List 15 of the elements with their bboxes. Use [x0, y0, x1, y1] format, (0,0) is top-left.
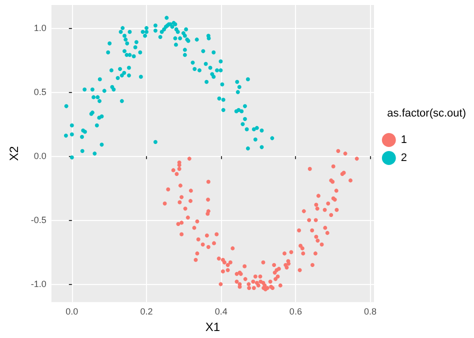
y-tick-label: 0.5	[34, 87, 46, 98]
y-tick-label: -1.0	[30, 279, 46, 290]
y-tick-label: -0.5	[30, 215, 46, 226]
legend-title: as.factor(sc.out)	[387, 108, 466, 120]
y-axis-title: X2	[7, 146, 21, 161]
x-tick-label: 0.6	[289, 306, 302, 317]
x-tick-label: 0.8	[364, 306, 377, 317]
y-tick-label: 1.0	[34, 23, 46, 34]
x-tick-label: 0.0	[66, 306, 78, 317]
x-tick-label: 0.4	[214, 306, 228, 317]
legend-label: 2	[400, 152, 408, 164]
x-tick-label: 0.2	[140, 306, 153, 317]
x-axis-title: X1	[205, 320, 220, 334]
legend-label: 1	[400, 134, 408, 146]
y-tick-label: 0.0	[34, 151, 46, 162]
